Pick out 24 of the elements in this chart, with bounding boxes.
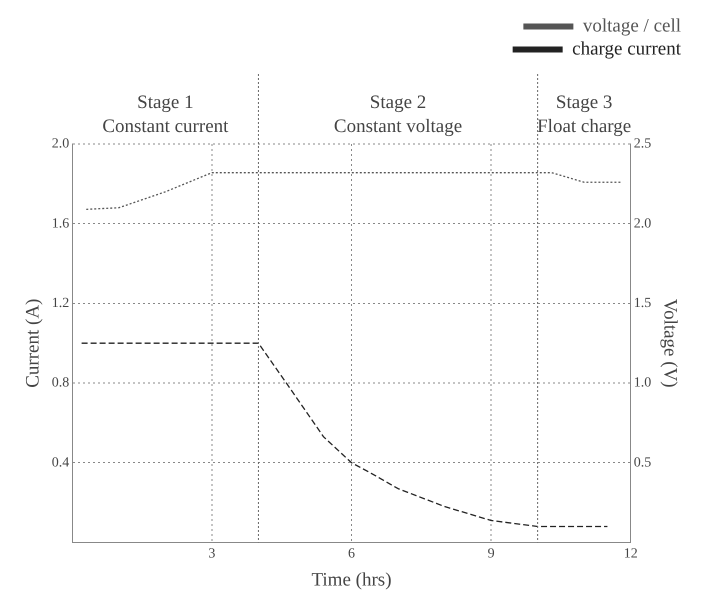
y-tick-label: 0.8 bbox=[52, 376, 70, 391]
line-series bbox=[80, 342, 608, 528]
x-tick-label: 6 bbox=[348, 546, 355, 562]
legend-label: voltage / cell bbox=[582, 15, 682, 36]
y2-tick-label: 2.0 bbox=[634, 216, 652, 232]
x-tick-label: 3 bbox=[208, 546, 216, 562]
x-tick-label: 9 bbox=[488, 546, 495, 562]
y-tick-label: 1.6 bbox=[52, 216, 70, 232]
x-axis-title: Time (hrs) bbox=[311, 570, 392, 591]
y-tick-label: 0.4 bbox=[52, 455, 70, 470]
text: Stage 2 Constant voltage bbox=[334, 92, 462, 137]
y2-tick-label: 0.5 bbox=[634, 455, 652, 470]
y2-tick-label: 1.0 bbox=[634, 376, 652, 391]
x-tick-label: 12 bbox=[624, 546, 638, 562]
y2-tick-label: 1.5 bbox=[634, 296, 652, 312]
text: Stage 3 Float charge bbox=[537, 92, 632, 137]
legend-label: charge current bbox=[572, 38, 682, 60]
y-axis-title: Current (A) bbox=[22, 298, 44, 388]
y-tick-label: 1.2 bbox=[52, 296, 70, 312]
text: Stage 1 Constant current bbox=[102, 92, 230, 137]
y-tick-label: 2.0 bbox=[52, 136, 70, 152]
line-series bbox=[86, 172, 622, 210]
y2-tick-label: 2.5 bbox=[634, 136, 652, 152]
y2-axis-title: Voltage (V) bbox=[660, 298, 681, 388]
